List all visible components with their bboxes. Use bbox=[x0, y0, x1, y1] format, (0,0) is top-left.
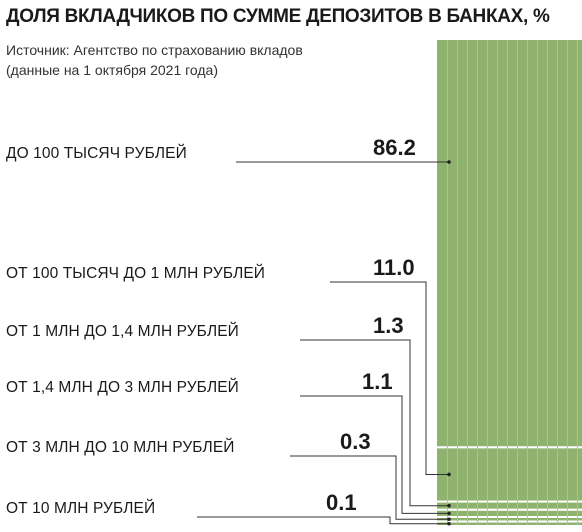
leader-line bbox=[300, 395, 449, 514]
category-label: ОТ 3 МЛН ДО 10 МЛН РУБЛЕЙ bbox=[6, 439, 235, 456]
value-label: 1.1 bbox=[362, 369, 393, 394]
leader-dot bbox=[447, 511, 451, 516]
bar-segment bbox=[437, 522, 582, 525]
value-label: 0.1 bbox=[326, 490, 357, 515]
category-label: ОТ 10 МЛН РУБЛЕЙ bbox=[6, 500, 156, 517]
segment-separator bbox=[437, 508, 582, 511]
category-label: ДО 100 ТЫСЯЧ РУБЛЕЙ bbox=[6, 145, 187, 162]
segment-separator bbox=[437, 500, 582, 503]
leader-line bbox=[300, 339, 449, 507]
value-label: 86.2 bbox=[373, 135, 416, 160]
segment-separator bbox=[437, 520, 582, 523]
leader-line bbox=[197, 516, 449, 525]
leader-dot bbox=[447, 503, 451, 508]
segment-separator bbox=[437, 516, 582, 518]
bar-segment bbox=[437, 448, 582, 501]
leader-line bbox=[330, 281, 449, 475]
value-label: 1.3 bbox=[373, 313, 404, 338]
source-note: Источник: Агентство по страхованию вклад… bbox=[6, 42, 303, 58]
value-label: 11.0 bbox=[373, 255, 415, 280]
leader-dot bbox=[447, 521, 451, 526]
chart-title: ДОЛЯ ВКЛАДЧИКОВ ПО СУММЕ ДЕПОЗИТОВ В БАН… bbox=[6, 6, 550, 27]
category-label: ОТ 1 МЛН ДО 1,4 МЛН РУБЛЕЙ bbox=[6, 323, 239, 340]
leader-line bbox=[290, 455, 449, 520]
leader-dot bbox=[447, 517, 451, 522]
leader-dot bbox=[447, 472, 451, 477]
bar-segment bbox=[437, 510, 582, 516]
leader-dot bbox=[447, 160, 451, 164]
category-label: ОТ 100 ТЫСЯЧ ДО 1 МЛН РУБЛЕЙ bbox=[6, 265, 266, 282]
bar-segment bbox=[437, 502, 582, 509]
value-label: 0.3 bbox=[340, 429, 371, 454]
category-label: ОТ 1,4 МЛН ДО 3 МЛН РУБЛЕЙ bbox=[6, 379, 239, 396]
bar-segment bbox=[437, 518, 582, 521]
bar-segment bbox=[437, 40, 582, 447]
segment-separator bbox=[437, 446, 582, 449]
source-date-note: (данные на 1 октября 2021 года) bbox=[6, 62, 219, 78]
